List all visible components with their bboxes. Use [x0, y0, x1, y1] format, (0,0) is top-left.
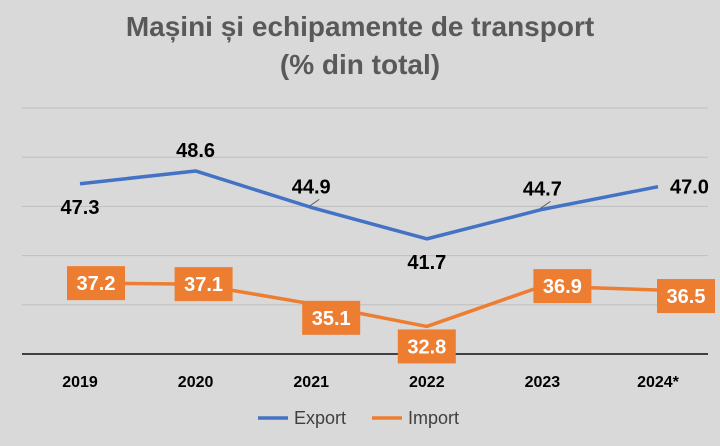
data-label-box-import — [533, 269, 592, 304]
data-label-box-import — [67, 266, 125, 301]
x-tick-label: 2024* — [637, 374, 680, 391]
x-tick-label: 2022 — [409, 374, 445, 391]
data-label-export: 47.0 — [670, 177, 709, 199]
legend-label-export: Export — [294, 408, 346, 428]
data-label-import: 32.8 — [407, 336, 446, 358]
chart-subtitle: (% din total) — [279, 49, 441, 80]
data-label-export: 44.9 — [292, 176, 331, 198]
x-tick-label: 2019 — [62, 374, 98, 391]
leader-line — [308, 198, 320, 207]
data-label-export: 44.7 — [523, 178, 562, 200]
data-label-import: 35.1 — [312, 308, 351, 330]
data-label-export: 41.7 — [407, 252, 446, 274]
chart-title-block: Mașini și echipamente de transport (% di… — [0, 8, 720, 84]
data-label-box-import — [174, 267, 233, 302]
chart-title: Mașini și echipamente de transport — [125, 11, 595, 42]
x-tick-label: 2021 — [293, 374, 329, 391]
data-label-import: 36.9 — [543, 276, 582, 298]
data-label-box-import — [657, 279, 715, 314]
data-label-import: 37.1 — [184, 274, 223, 296]
data-label-export: 48.6 — [176, 140, 215, 162]
data-label-import: 37.2 — [77, 273, 116, 295]
data-label-import: 36.5 — [667, 286, 706, 308]
x-tick-label: 2023 — [525, 374, 561, 391]
data-label-box-import — [397, 329, 456, 364]
data-label-box-import — [302, 300, 361, 335]
leader-line — [540, 200, 551, 209]
x-tick-label: 2020 — [178, 374, 214, 391]
data-label-export: 47.3 — [61, 197, 100, 219]
series-line-export — [79, 169, 659, 241]
legend-label-import: Import — [408, 408, 459, 428]
